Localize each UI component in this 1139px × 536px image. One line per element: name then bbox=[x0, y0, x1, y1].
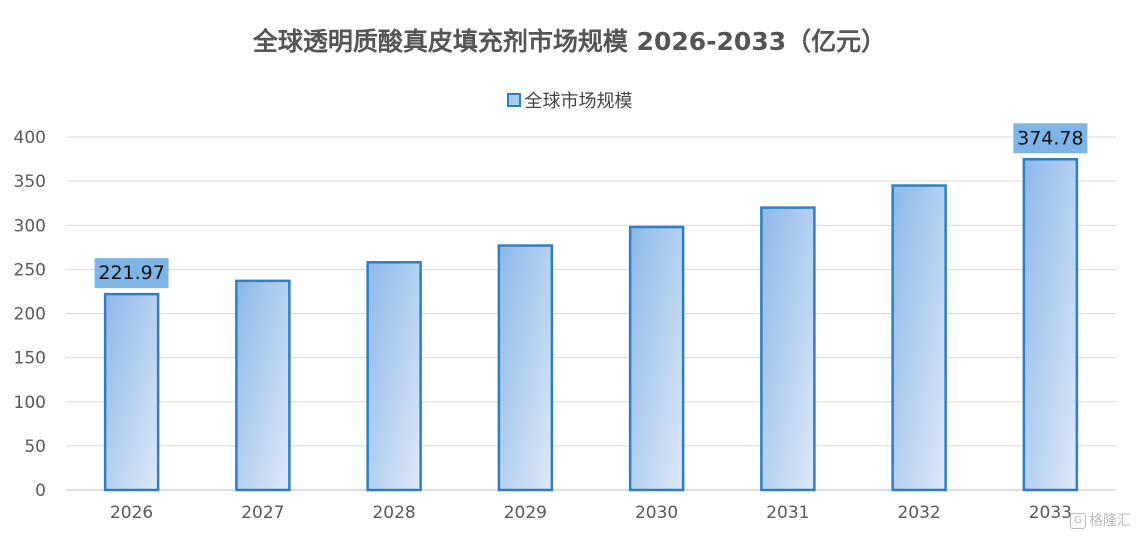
watermark: G 格隆汇 bbox=[1070, 510, 1131, 530]
bar bbox=[235, 279, 291, 492]
data-label: 374.78 bbox=[1017, 127, 1083, 149]
data-label: 221.97 bbox=[98, 262, 164, 284]
x-tick-label: 2033 bbox=[1029, 503, 1072, 523]
bar bbox=[760, 206, 816, 492]
x-tick-label: 2029 bbox=[504, 503, 547, 523]
legend: 全球市场规模 bbox=[0, 87, 1139, 113]
x-tick-label: 2031 bbox=[766, 503, 809, 523]
bar bbox=[103, 292, 160, 492]
legend-swatch bbox=[506, 93, 521, 107]
y-tick-label: 300 bbox=[14, 216, 46, 236]
x-tick-label: 2026 bbox=[110, 503, 153, 523]
chart-title: 全球透明质酸真皮填充剂市场规模 2026-2033（亿元） bbox=[252, 27, 887, 56]
y-tick-label: 100 bbox=[14, 393, 46, 413]
x-tick-label: 2032 bbox=[897, 503, 940, 523]
data-label-box bbox=[94, 258, 169, 289]
y-tick-label: 0 bbox=[35, 481, 46, 501]
bar bbox=[628, 225, 685, 492]
y-tick-label: 150 bbox=[14, 349, 46, 369]
bar bbox=[497, 244, 554, 492]
watermark-logo-icon: G bbox=[1070, 513, 1086, 529]
y-tick-label: 250 bbox=[14, 260, 46, 280]
y-tick-label: 350 bbox=[14, 172, 46, 192]
x-tick-label: 2028 bbox=[372, 503, 415, 523]
x-tick-label: 2027 bbox=[241, 503, 284, 523]
x-tick-label: 2030 bbox=[635, 503, 678, 523]
bars bbox=[103, 158, 1079, 492]
data-labels: 221.97 374.78 bbox=[94, 123, 1088, 289]
y-tick-labels: 0 50 100 150 200 250 300 350 400 bbox=[14, 128, 46, 501]
legend-label: 全球市场规模 bbox=[524, 91, 633, 112]
y-tick-label: 400 bbox=[14, 128, 46, 148]
bar bbox=[366, 261, 422, 492]
grid-lines bbox=[66, 136, 1116, 491]
y-tick-label: 200 bbox=[14, 305, 46, 325]
data-label-box bbox=[1013, 123, 1088, 154]
x-tick-labels: 2026 2027 2028 2029 2030 2031 2032 2033 bbox=[110, 503, 1072, 523]
y-tick-label: 50 bbox=[24, 437, 46, 457]
watermark-text: 格隆汇 bbox=[1089, 513, 1131, 529]
bar bbox=[891, 184, 947, 492]
bar bbox=[1022, 158, 1079, 492]
